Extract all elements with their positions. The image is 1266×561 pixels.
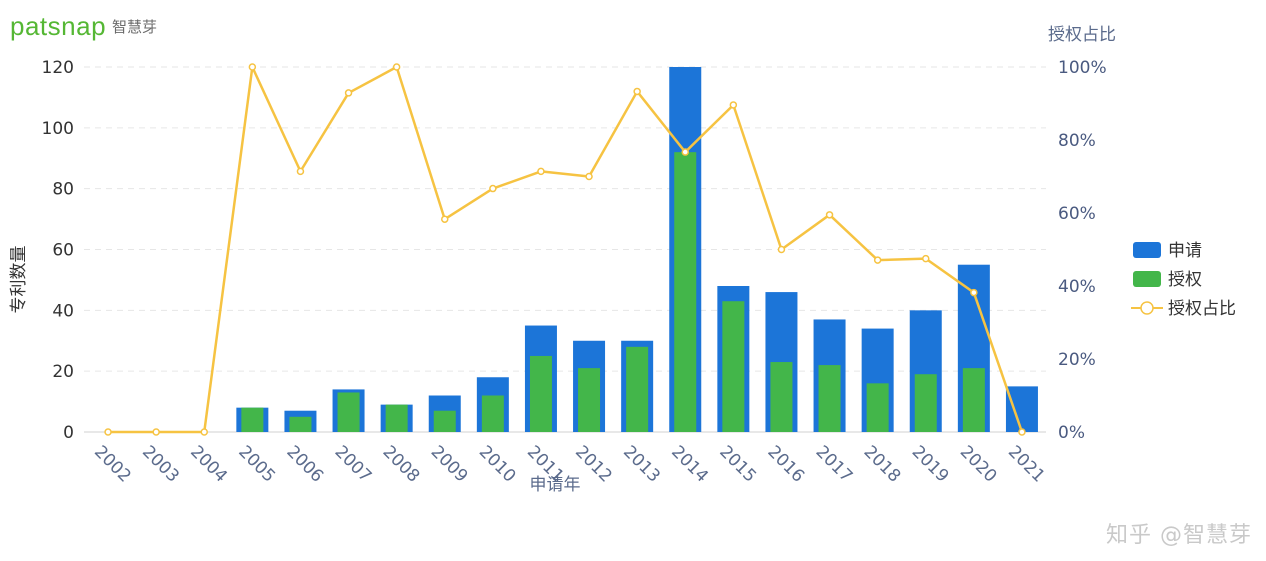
- x-axis-title: 申请年: [530, 475, 581, 495]
- grant-ratio-point: [489, 184, 497, 193]
- x-tick-label: 2006: [282, 442, 327, 487]
- bar-grant: [914, 374, 937, 432]
- grant-ratio-point: [729, 101, 738, 109]
- grant-ratio-point: [825, 211, 834, 219]
- bar-grant: [481, 395, 504, 432]
- x-tick-label: 2003: [138, 442, 183, 487]
- y-tick-label: 20: [52, 362, 74, 382]
- y-tick-label: 100: [42, 119, 74, 139]
- grant-ratio-line: [108, 65, 1024, 434]
- x-tick-label: 2005: [234, 442, 279, 487]
- bar-grant: [866, 383, 889, 432]
- x-tick-label: 2020: [956, 442, 1001, 487]
- bar-grant: [433, 410, 456, 432]
- x-tick-label: 2021: [1004, 442, 1049, 487]
- legend-label-application: 申请: [1168, 241, 1202, 261]
- bar-grant: [578, 368, 601, 432]
- bar-grant: [289, 416, 312, 432]
- y2-tick-label: 0%: [1058, 423, 1085, 443]
- x-tick-label: 2014: [667, 442, 712, 487]
- x-tick-label: 2018: [860, 442, 905, 487]
- grant-ratio-point: [1018, 428, 1026, 436]
- y2-tick-label: 40%: [1058, 277, 1096, 297]
- grant-ratio-point: [392, 63, 401, 71]
- legend-marker-ratio: [1140, 301, 1154, 315]
- bar-grant: [770, 362, 793, 432]
- x-tick-label: 2015: [715, 442, 760, 487]
- y2-tick-label: 60%: [1058, 204, 1096, 224]
- bar-grant: [385, 404, 408, 432]
- x-tick-label: 2002: [90, 442, 135, 487]
- logo-sub: 智慧芽: [112, 17, 158, 36]
- legend-label-ratio: 授权占比: [1168, 299, 1236, 319]
- legend-swatch-application: [1133, 242, 1161, 258]
- x-tick-label: 2013: [619, 442, 664, 487]
- grant-ratio-point: [344, 89, 353, 97]
- bar-application: [1005, 386, 1038, 432]
- grant-ratio-point: [441, 215, 449, 223]
- y2-tick-label: 20%: [1058, 350, 1096, 370]
- grant-ratio-point: [970, 288, 978, 297]
- bar-grant: [962, 368, 985, 432]
- grant-ratio-point: [633, 87, 641, 96]
- legend-swatch-grant: [1133, 271, 1161, 287]
- grant-ratio-point: [296, 167, 305, 176]
- grant-ratio-point: [922, 254, 930, 263]
- bar-grant: [626, 346, 649, 432]
- y-tick-label: 40: [52, 301, 74, 321]
- bar-grant: [529, 355, 552, 432]
- y-tick-label: 60: [52, 241, 74, 261]
- x-tick-label: 2019: [908, 442, 953, 487]
- x-tick-label: 2008: [379, 442, 424, 487]
- x-tick-label: 2010: [475, 442, 520, 487]
- bar-grant: [337, 392, 360, 432]
- y2-tick-label: 100%: [1058, 58, 1107, 78]
- x-tick-label: 2004: [186, 442, 231, 487]
- bar-grant: [722, 301, 745, 432]
- x-tick-label: 2017: [812, 442, 857, 487]
- grant-ratio-point: [248, 63, 257, 71]
- x-tick-label: 2007: [331, 442, 376, 487]
- bar-grant: [818, 365, 841, 432]
- y-tick-label: 80: [52, 180, 74, 200]
- y-tick-label: 120: [42, 58, 74, 78]
- grant-ratio-point: [585, 172, 593, 181]
- x-tick-label: 2009: [427, 442, 472, 487]
- bar-grant: [674, 152, 697, 432]
- x-tick-label: 2016: [763, 442, 808, 487]
- y2-axis-title: 授权占比: [1048, 25, 1116, 45]
- bar-grant: [241, 407, 264, 432]
- grant-ratio-point: [873, 256, 882, 264]
- y2-tick-label: 80%: [1058, 131, 1096, 151]
- y-axis-title: 专利数量: [9, 246, 29, 314]
- patsnap-logo: patsnap 智慧芽: [10, 10, 157, 42]
- grant-ratio-point: [152, 428, 160, 436]
- watermark: 知乎 @智慧芽: [1106, 523, 1252, 548]
- logo-brand: patsnap: [10, 10, 107, 41]
- grant-ratio-point: [104, 428, 112, 436]
- grant-ratio-point: [777, 245, 786, 254]
- grant-ratio-point: [681, 148, 689, 156]
- grant-ratio-point: [537, 167, 545, 176]
- y-tick-label: 0: [63, 423, 74, 443]
- legend-label-grant: 授权: [1168, 270, 1202, 290]
- grant-ratio-point: [200, 428, 208, 436]
